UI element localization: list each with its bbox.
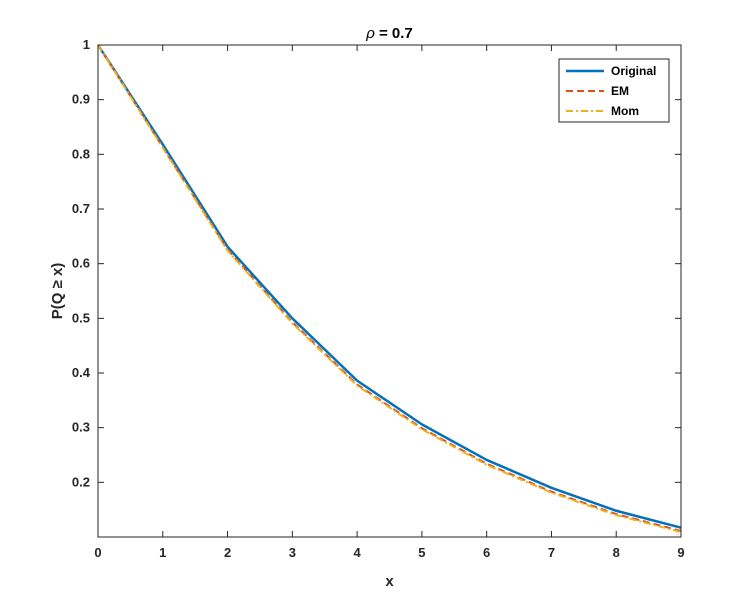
title-rho-symbol: ρ: [365, 25, 375, 42]
x-tick-label: 7: [548, 545, 555, 560]
x-tick-label: 9: [677, 545, 684, 560]
y-tick-label: 0.2: [72, 474, 90, 489]
axes-box: [97, 44, 682, 538]
y-tick-label: 0.9: [72, 92, 90, 107]
series-line-original: [96, 44, 682, 529]
legend-label-em: EM: [611, 84, 629, 98]
tick-layer: 0 1 2 3 4 5 6 7 8 9 0.2 0.3 0.4 0.5 0.6 0.7 0.8 0.9 1: [72, 37, 685, 560]
x-tick-label: 1: [159, 545, 166, 560]
legend-label-mom: Mom: [611, 104, 639, 118]
plot-area: [98, 45, 681, 537]
y-tick-label: 0.3: [72, 420, 90, 435]
x-tick-label: 3: [289, 545, 296, 560]
y-tick-label: 0.7: [72, 201, 90, 216]
y-tick-label: 1: [83, 37, 90, 52]
series-layer: [96, 44, 682, 534]
x-tick-label: 0: [94, 545, 101, 560]
x-tick-label: 5: [418, 545, 425, 560]
x-tick-label: 6: [483, 545, 490, 560]
x-tick-label: 2: [224, 545, 231, 560]
y-axis-label: P(Q ≥ x): [49, 263, 66, 320]
y-tick-label: 0.6: [72, 256, 90, 271]
x-axis-label: x: [385, 573, 394, 590]
chart-title: ρ = 0.7: [365, 25, 413, 42]
y-tick-label: 0.5: [72, 310, 90, 325]
x-tick-label: 8: [613, 545, 620, 560]
legend-label-original: Original: [611, 64, 656, 78]
x-tick-label: 4: [353, 545, 361, 560]
series-line-mom: [97, 44, 682, 534]
legend: Original EM Mom: [558, 58, 670, 123]
y-tick-label: 0.8: [72, 146, 90, 161]
y-tick-label: 0.4: [72, 365, 91, 380]
title-text-rest: = 0.7: [375, 25, 413, 42]
